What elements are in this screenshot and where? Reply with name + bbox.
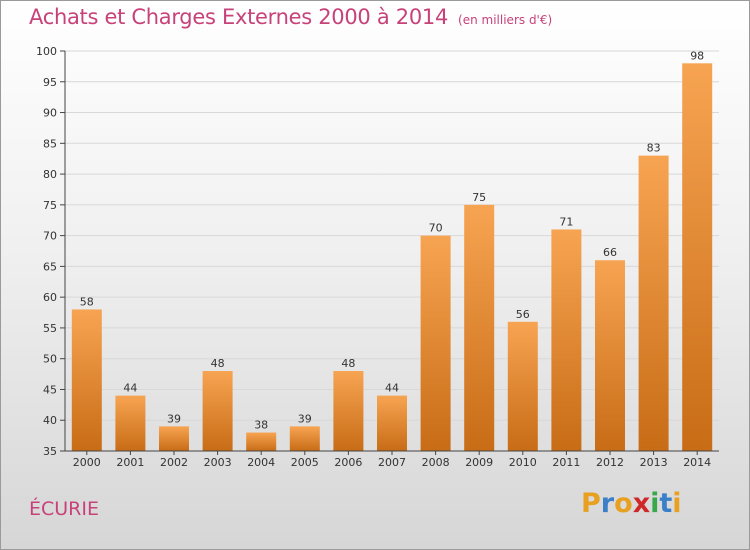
bar xyxy=(595,260,625,451)
logo-letter: x xyxy=(632,488,651,519)
bar-value-label: 48 xyxy=(341,357,355,370)
logo-letter: P xyxy=(581,488,601,519)
y-tick-label: 60 xyxy=(43,291,57,304)
x-tick-label: 2008 xyxy=(422,456,450,469)
x-tick-label: 2014 xyxy=(683,456,711,469)
bar-value-label: 44 xyxy=(385,382,399,395)
x-tick-label: 2013 xyxy=(640,456,668,469)
y-tick-label: 85 xyxy=(43,137,57,150)
x-tick-label: 2011 xyxy=(552,456,580,469)
bar-value-label: 39 xyxy=(167,412,181,425)
x-tick-label: 2002 xyxy=(160,456,188,469)
bar-value-label: 75 xyxy=(472,191,486,204)
chart-title: Achats et Charges Externes 2000 à 2014 (e… xyxy=(29,5,552,29)
logo-letter: i xyxy=(672,488,682,519)
proxiti-logo[interactable]: Proxiti xyxy=(581,488,682,519)
axis-layer: 35 40 45 50 55 60 65 70 75 80 85 90 95 100 2000 2001 200… xyxy=(36,45,719,469)
bar xyxy=(333,371,364,451)
x-tick-label: 2010 xyxy=(509,456,537,469)
y-tick-label: 40 xyxy=(43,414,57,427)
bar-value-label: 39 xyxy=(298,412,312,425)
bar xyxy=(289,426,320,451)
y-tick-label: 80 xyxy=(43,168,57,181)
chart-unit-label: (en milliers d'€) xyxy=(458,13,553,27)
bar-value-label: 71 xyxy=(559,215,573,228)
bar-value-label: 38 xyxy=(254,419,268,432)
y-tick-label: 70 xyxy=(43,230,57,243)
chart-title-text: Achats et Charges Externes 2000 à 2014 xyxy=(29,5,449,29)
y-tick-label: 75 xyxy=(43,199,57,212)
x-tick-label: 2004 xyxy=(247,456,275,469)
bar xyxy=(202,371,233,451)
logo-letter: r xyxy=(600,488,615,519)
y-tick-label: 65 xyxy=(43,260,57,273)
y-tick-label: 95 xyxy=(43,76,57,89)
x-tick-label: 2005 xyxy=(291,456,319,469)
x-tick-label: 2009 xyxy=(465,456,493,469)
bar-layer: 58 44 39 48 38 39 48 44 70 75 56 71 66 83 98 xyxy=(71,49,713,452)
bar xyxy=(115,395,146,451)
bar-value-label: 83 xyxy=(647,142,661,155)
bar xyxy=(551,229,582,451)
x-tick-label: 2012 xyxy=(596,456,624,469)
y-tick-label: 35 xyxy=(43,445,57,458)
bar-value-label: 48 xyxy=(211,357,225,370)
x-tick-label: 2003 xyxy=(204,456,232,469)
bar-value-label: 58 xyxy=(80,295,94,308)
y-tick-label: 55 xyxy=(43,322,57,335)
bar xyxy=(71,309,102,451)
bar xyxy=(246,432,277,451)
bar-value-label: 98 xyxy=(690,49,704,62)
bar-value-label: 56 xyxy=(516,308,530,321)
bar xyxy=(420,235,451,451)
bar-value-label: 70 xyxy=(429,222,443,235)
y-tick-label: 45 xyxy=(43,383,57,396)
commune-name: ÉCURIE xyxy=(29,498,99,520)
x-tick-label: 2006 xyxy=(334,456,362,469)
y-tick-label: 100 xyxy=(36,45,57,58)
y-tick-label: 50 xyxy=(43,353,57,366)
bar-value-label: 66 xyxy=(603,246,617,259)
bar xyxy=(638,155,669,451)
logo-letter: o xyxy=(614,488,633,519)
x-tick-label: 2007 xyxy=(378,456,406,469)
logo-letter: t xyxy=(659,488,673,519)
bar xyxy=(159,426,189,451)
y-tick-label: 90 xyxy=(43,107,57,120)
bar xyxy=(377,395,407,451)
bar xyxy=(682,63,713,452)
x-tick-label: 2000 xyxy=(73,456,101,469)
bar xyxy=(464,204,495,451)
bar xyxy=(507,321,538,451)
logo-letter: i xyxy=(650,488,660,519)
x-tick-label: 2001 xyxy=(116,456,144,469)
bar-value-label: 44 xyxy=(123,382,137,395)
